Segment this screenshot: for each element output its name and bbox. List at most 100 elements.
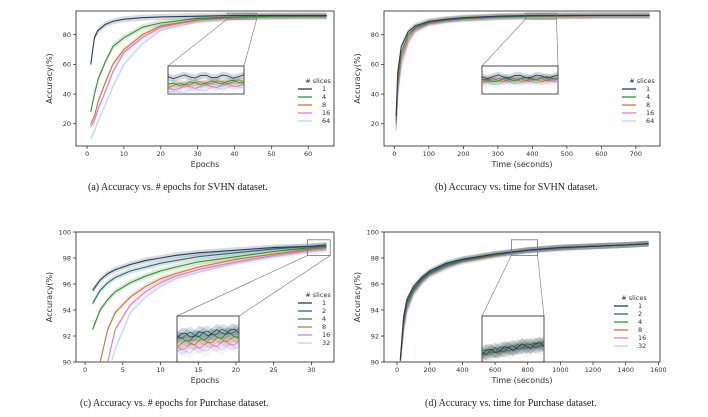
series-line-1: [399, 243, 649, 360]
x-axis-label: Time (seconds): [490, 160, 552, 169]
y-tick-label: 40: [63, 90, 71, 98]
x-tick-label: 600: [489, 366, 501, 374]
chart-panel-c: 0 5 10 15 20 25 30 90 92 94 96 98 100 Epochs Accuracy(…: [45, 228, 335, 385]
inset-line-64: [168, 84, 244, 94]
inset-band-8: [482, 336, 544, 362]
inset-line-1: [177, 328, 239, 339]
inset-line-32: [177, 343, 239, 354]
inset-band-8: [482, 74, 558, 86]
legend-label: 1: [322, 299, 326, 307]
zoom-region: [307, 239, 331, 256]
legend-label: 8: [638, 326, 642, 334]
chart-panel-a: 0 10 20 30 40 50 60 20 40 60 80 Epochs Accuracy(%) # …: [45, 10, 335, 169]
series-line-4: [90, 15, 327, 112]
legend-label: 8: [322, 101, 326, 109]
x-tick-label: 40: [230, 150, 238, 158]
series-line-16: [107, 248, 327, 362]
x-axis-label: Epochs: [191, 376, 220, 385]
series-band-1: [90, 12, 327, 68]
inset-line-1: [482, 74, 558, 80]
series-band-4: [92, 243, 327, 333]
y-tick-label: 20: [371, 120, 379, 128]
y-tick-label: 40: [371, 90, 379, 98]
zoom-region: [510, 239, 538, 256]
y-tick-label: 60: [63, 61, 71, 69]
x-tick-label: 0: [395, 366, 399, 374]
inset-frame: [481, 315, 545, 363]
chart-panel-b: 0 100 200 300 400 500 600 700 20 40 60 80 Time (seco…: [353, 10, 661, 169]
series-line-8: [99, 247, 327, 362]
x-tick-label: 20: [232, 366, 240, 374]
series-line-1: [92, 244, 327, 291]
y-tick-label: 98: [63, 254, 71, 262]
legend-label: 32: [638, 342, 646, 350]
series-line-1: [395, 14, 650, 117]
x-tick-label: 5: [121, 366, 125, 374]
legend-title: # slices: [621, 294, 647, 302]
legend-label: 4: [322, 315, 326, 323]
zoom-connector: [167, 18, 228, 67]
inset-line-4: [482, 342, 544, 354]
y-axis-label: Accuracy(%): [353, 272, 362, 322]
x-tick-label: 600: [595, 150, 607, 158]
legend-label: 1: [638, 302, 642, 310]
y-axis-label: Accuracy(%): [45, 53, 54, 103]
x-tick-label: 1600: [650, 366, 667, 374]
inset-band-32: [177, 338, 239, 359]
x-tick-label: 30: [307, 366, 315, 374]
y-tick-label: 60: [371, 61, 379, 69]
inset-line-4: [168, 79, 244, 86]
caption-c: (c) Accuracy vs. # epochs for Purchase d…: [80, 398, 269, 409]
inset-band-16: [482, 337, 544, 362]
legend-label: 64: [646, 117, 654, 125]
legend-label: 32: [322, 339, 330, 347]
caption-a: (a) Accuracy vs. # epochs for SVHN datas…: [88, 182, 268, 193]
x-tick-label: 0: [392, 150, 396, 158]
y-tick-label: 92: [371, 332, 379, 340]
zoom-connector: [481, 255, 512, 317]
inset-band-1: [177, 323, 239, 344]
x-tick-label: 700: [630, 150, 642, 158]
legend-label: 16: [322, 331, 330, 339]
inset-series-group: [482, 71, 558, 89]
inset-line-8: [168, 79, 244, 89]
series-line-4: [92, 245, 327, 330]
series-band-2: [92, 242, 327, 307]
zoom-region: [525, 12, 557, 20]
series-group: [90, 12, 327, 142]
y-tick-label: 20: [63, 120, 71, 128]
inset-band-2: [177, 323, 239, 344]
inset-line-8: [482, 77, 558, 83]
series-line-32: [110, 249, 327, 362]
zoom-connector: [176, 255, 308, 317]
zoom-connector: [238, 255, 331, 317]
legend-title: # slices: [305, 291, 331, 299]
series-group: [395, 12, 650, 135]
plot-frame: [75, 10, 335, 147]
zoom-connector: [556, 19, 559, 67]
inset-frame: [167, 65, 245, 95]
legend-label: 4: [638, 318, 642, 326]
legend-label: 64: [322, 117, 330, 125]
x-axis-label: Epochs: [191, 160, 220, 169]
legend-label: 2: [638, 310, 642, 318]
series-line-2: [92, 244, 327, 304]
inset-series-group: [168, 71, 244, 94]
y-tick-label: 100: [367, 228, 379, 236]
y-tick-label: 94: [371, 306, 379, 314]
legend-label: 2: [322, 307, 326, 315]
inset-line-1: [482, 342, 544, 356]
zoom-connector: [243, 19, 257, 67]
chart-panel-d: 0 200 400 600 800 1000 1200 1400 1600 90 92 94 96 98 1…: [353, 228, 667, 385]
inset-band-1: [482, 337, 544, 361]
inset-series-group: [482, 336, 544, 362]
legend-title: # slices: [629, 77, 655, 85]
inset-band-1: [168, 71, 244, 83]
x-tick-label: 1200: [585, 366, 602, 374]
x-tick-label: 15: [194, 366, 202, 374]
